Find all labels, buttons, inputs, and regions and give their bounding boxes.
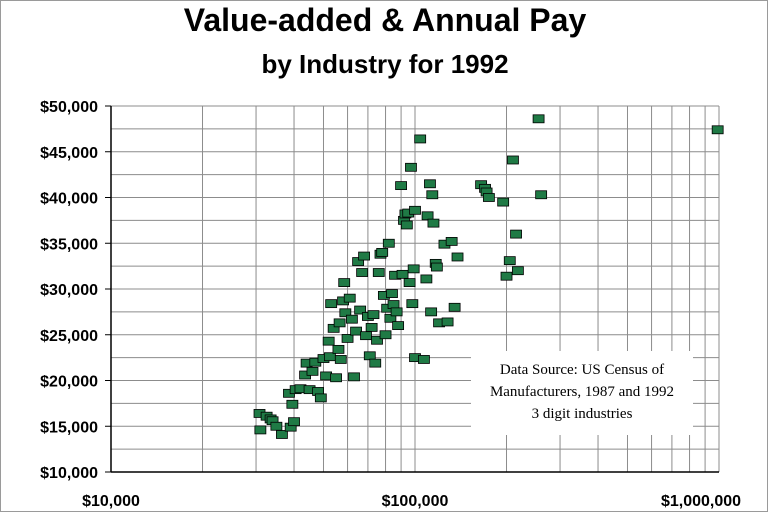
data-point <box>345 314 358 324</box>
annotation-box <box>471 351 693 435</box>
plot-grid <box>110 105 720 473</box>
data-point <box>426 190 439 200</box>
data-point <box>360 331 372 341</box>
data-point <box>407 264 420 274</box>
y-tick-label: $20,000 <box>40 374 98 391</box>
data-point <box>367 310 380 320</box>
data-point <box>333 318 346 328</box>
data-point <box>369 358 382 368</box>
data-point <box>430 262 443 272</box>
y-tick-label: $25,000 <box>40 328 98 345</box>
data-point <box>372 268 385 277</box>
data-point <box>421 211 434 221</box>
annotation-line-1: Data Source: US Census of <box>500 362 664 378</box>
data-point <box>341 334 354 343</box>
chart-title: Value-added & Annual Pay <box>184 2 587 38</box>
x-axis-tick-labels: $10,000 $100,000 $1,000,000 <box>82 493 741 510</box>
data-point <box>395 181 407 191</box>
data-point <box>448 302 461 312</box>
data-point <box>424 179 436 189</box>
data-point <box>352 257 365 266</box>
y-tick-label: $45,000 <box>40 145 98 162</box>
data-point <box>338 278 351 287</box>
data-point <box>325 299 338 309</box>
data-point <box>535 190 548 200</box>
data-point <box>330 373 342 383</box>
data-point <box>314 393 327 403</box>
data-point <box>445 237 458 246</box>
data-point <box>386 289 398 298</box>
data-point <box>327 323 340 333</box>
data-point <box>348 372 360 382</box>
annotation-line-2: Manufacturers, 1987 and 1992 <box>490 384 674 400</box>
y-tick-label: $30,000 <box>40 282 98 299</box>
chart-subtitle: by Industry for 1992 <box>261 49 508 79</box>
data-point <box>507 155 519 165</box>
source-annotation: Data Source: US Census of Manufacturers,… <box>471 351 693 435</box>
data-point <box>339 308 352 318</box>
data-point <box>418 355 430 364</box>
data-point <box>420 274 433 284</box>
data-point <box>390 307 403 317</box>
data-point <box>451 252 464 262</box>
data-point <box>332 344 345 354</box>
y-tick-label: $35,000 <box>40 236 98 253</box>
data-point <box>414 134 427 144</box>
data-point <box>286 399 299 409</box>
y-tick-label: $15,000 <box>40 419 98 436</box>
data-points <box>253 114 724 439</box>
data-point <box>482 193 495 202</box>
data-point <box>322 336 335 346</box>
data-point <box>387 300 400 309</box>
data-point <box>276 430 288 439</box>
annotation-line-3: 3 digit industries <box>532 406 633 422</box>
data-point <box>354 305 367 315</box>
data-point <box>409 205 421 215</box>
data-point <box>382 238 395 248</box>
data-point <box>711 125 724 135</box>
data-point <box>441 317 454 327</box>
data-point <box>406 299 419 309</box>
data-point <box>396 269 409 279</box>
data-point <box>358 251 370 261</box>
data-point <box>343 293 356 303</box>
data-point <box>384 313 397 323</box>
data-point <box>356 268 369 277</box>
x-tick-label: $1,000,000 <box>661 493 741 510</box>
data-point <box>532 114 545 124</box>
data-point <box>270 421 283 431</box>
data-point <box>379 330 392 340</box>
data-point <box>376 247 389 257</box>
data-point <box>511 266 524 276</box>
data-point <box>497 197 510 207</box>
data-point <box>306 366 319 376</box>
data-point <box>334 355 347 364</box>
data-point <box>254 425 267 435</box>
y-axis-tick-labels: $10,000 $15,000 $20,000 $25,000 $30,000 $35,0… <box>40 99 111 482</box>
data-point <box>350 326 362 336</box>
data-point <box>365 323 378 332</box>
data-point <box>403 278 416 287</box>
data-point <box>392 321 405 331</box>
data-point <box>320 371 333 381</box>
y-tick-label: $50,000 <box>40 99 98 116</box>
data-point <box>427 218 440 228</box>
data-point <box>324 352 336 362</box>
data-point <box>425 307 438 317</box>
data-point <box>405 162 417 172</box>
x-tick-label: $10,000 <box>82 493 140 510</box>
x-tick-label: $100,000 <box>382 493 449 510</box>
data-point <box>510 229 522 239</box>
data-point <box>288 417 300 427</box>
y-tick-label: $10,000 <box>40 465 98 482</box>
data-point <box>400 220 413 230</box>
data-point <box>500 271 513 281</box>
data-point <box>371 335 383 345</box>
y-tick-label: $40,000 <box>40 191 98 208</box>
data-point <box>503 256 516 266</box>
data-point <box>363 351 376 361</box>
